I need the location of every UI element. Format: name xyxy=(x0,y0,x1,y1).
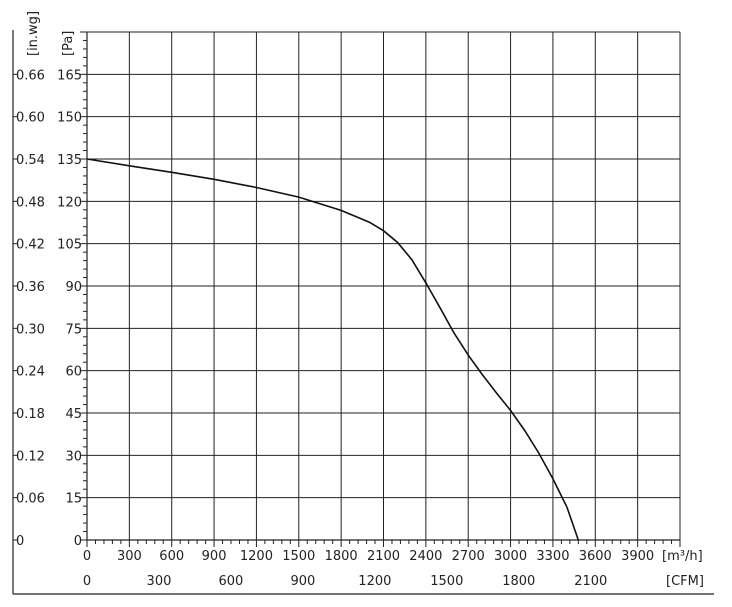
x-tick-label-m3h: 3000 xyxy=(494,549,527,564)
x-tick-label-cfm: 600 xyxy=(219,574,244,589)
y-tick-label-inwg: 0.36 xyxy=(16,280,45,295)
y-tick-label-inwg: 0.18 xyxy=(16,407,45,422)
x-tick-label-cfm: 1200 xyxy=(358,574,391,589)
x-tick-label-cfm: 1800 xyxy=(502,574,535,589)
x-tick-label-m3h: 0 xyxy=(83,549,91,564)
x-tick-label-m3h: 1500 xyxy=(282,549,315,564)
x-tick-label-cfm: 2100 xyxy=(574,574,607,589)
x-tick-label-m3h: 600 xyxy=(159,549,184,564)
y-tick-label-pa: 120 xyxy=(57,195,82,210)
y-tick-label-pa: 165 xyxy=(57,68,82,83)
x-tick-label-cfm: 900 xyxy=(290,574,315,589)
y-tick-label-pa: 150 xyxy=(57,111,82,126)
x-tick-label-cfm: 300 xyxy=(147,574,172,589)
y-unit-inwg-label: [in.wg] xyxy=(26,11,41,56)
y-tick-label-pa: 30 xyxy=(65,449,82,464)
x-tick-label-m3h: 1200 xyxy=(240,549,273,564)
x-tick-label-m3h: 3600 xyxy=(579,549,612,564)
y-tick-label-pa: 75 xyxy=(65,322,82,337)
x-tick-label-m3h: 1800 xyxy=(325,549,358,564)
y-tick-label-pa: 45 xyxy=(65,407,82,422)
y-tick-label-inwg: 0.06 xyxy=(16,492,45,507)
x-unit-cfm-label: [CFM] xyxy=(666,574,704,589)
x-tick-label-m3h: 300 xyxy=(117,549,142,564)
x-tick-label-cfm: 1500 xyxy=(430,574,463,589)
y-tick-label-pa: 60 xyxy=(65,365,82,380)
y-tick-label-pa: 105 xyxy=(57,238,82,253)
x-tick-label-m3h: 2100 xyxy=(367,549,400,564)
y-tick-label-inwg: 0.30 xyxy=(16,322,45,337)
y-unit-pa-label: [Pa] xyxy=(61,31,76,56)
minor-ticks xyxy=(80,31,681,547)
series-group xyxy=(86,158,580,541)
axes xyxy=(12,30,714,595)
y-tick-label-inwg: 0.66 xyxy=(16,68,45,83)
y-tick-label-inwg: 0.60 xyxy=(16,111,45,126)
y-tick-label-pa: 0 xyxy=(74,534,82,549)
y-tick-label-pa: 15 xyxy=(65,492,82,507)
x-axis-labels: 0 300 600 900 1200 1500 1800 2100 2400 2700 3000 33… xyxy=(83,549,654,589)
x-tick-label-m3h: 900 xyxy=(202,549,227,564)
y-tick-label-inwg: 0 xyxy=(16,534,24,549)
series-line xyxy=(86,158,580,541)
y-tick-label-inwg: 0.54 xyxy=(16,153,45,168)
y-tick-label-inwg: 0.48 xyxy=(16,195,45,210)
y-tick-label-pa: 135 xyxy=(57,153,82,168)
x-tick-label-cfm: 0 xyxy=(83,574,91,589)
x-tick-label-m3h: 2700 xyxy=(452,549,485,564)
y-axis-labels: 0 0 0.06 15 0.12 30 0.18 45 0.24 60 0.30 75 0.36 90 0.… xyxy=(16,68,82,549)
x-unit-m3h-label: [m³/h] xyxy=(662,549,703,564)
x-tick-label-m3h: 2400 xyxy=(409,549,442,564)
x-tick-label-m3h: 3900 xyxy=(621,549,654,564)
y-tick-label-inwg: 0.24 xyxy=(16,365,45,380)
grid-lines xyxy=(87,31,681,540)
y-tick-label-inwg: 0.42 xyxy=(16,238,45,253)
y-tick-label-pa: 90 xyxy=(65,280,82,295)
x-tick-label-m3h: 3300 xyxy=(536,549,569,564)
y-tick-label-inwg: 0.12 xyxy=(16,449,45,464)
unit-labels: [in.wg] [Pa] [m³/h] [CFM] xyxy=(26,11,704,589)
